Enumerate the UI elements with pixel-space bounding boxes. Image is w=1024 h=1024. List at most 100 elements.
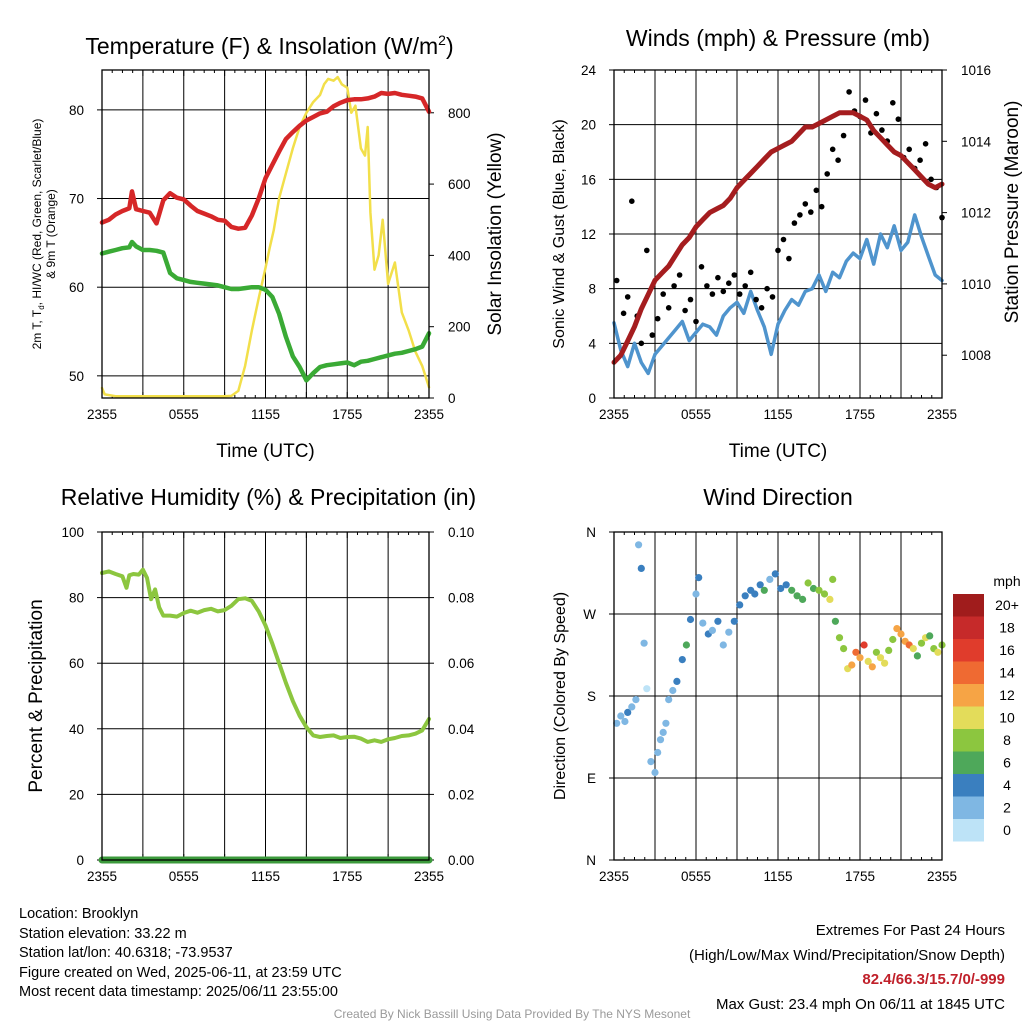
gust-point [753, 296, 759, 303]
x-tick-label-2-2: 1155 [251, 869, 280, 884]
legend-label-8: 4 [1003, 777, 1011, 793]
y2-tick-label-1-4: 1016 [961, 63, 991, 78]
y-tick-label-1-3: 12 [581, 227, 596, 242]
gust-point [660, 291, 666, 297]
y-axis-label-winds: Sonic Wind & Gust (Blue, Black) [551, 119, 568, 348]
gust-point [731, 272, 738, 278]
x-tick-label-1-3: 1755 [845, 407, 875, 422]
x-tick-label-3-2: 1155 [763, 869, 792, 884]
x-tick-label-3-3: 1755 [845, 869, 875, 884]
y-tick-label-2-3: 60 [69, 656, 84, 671]
direction-point [730, 617, 738, 625]
series-dewpoint [99, 239, 432, 383]
legend-label-7: 6 [1003, 755, 1011, 771]
gust-point [895, 116, 902, 122]
y-tick-label-0-3: 80 [69, 103, 84, 118]
y2-axis-label-pressure: Station Pressure (Maroon) [1002, 101, 1023, 324]
y2-tick-label-0-4: 800 [448, 106, 471, 121]
legend-swatch [953, 684, 984, 707]
svg-text:& 9m T (Orange): & 9m T (Orange) [44, 189, 58, 279]
max-gust: Max Gust: 23.4 mph On 06/11 at 1845 UTC [715, 995, 1005, 1013]
gust-point [808, 209, 814, 215]
gust-point [824, 171, 830, 177]
legend-swatch [953, 774, 984, 797]
station-latlon: Station lat/lon: 40.6318; -73.9537 [19, 945, 233, 961]
recent-timestamp: Most recent data timestamp: 2025/06/11 2… [19, 984, 338, 1000]
direction-point [643, 685, 651, 693]
direction-point [782, 581, 790, 589]
gust-point [715, 274, 721, 281]
gust-point [879, 127, 885, 133]
direction-point [876, 654, 885, 662]
series-humidity [100, 567, 431, 744]
gust-point [682, 307, 688, 314]
gust-point [906, 146, 912, 153]
y-tick-label-0-1: 60 [69, 280, 84, 295]
direction-point [913, 652, 922, 660]
series-sonic-wind [612, 213, 944, 376]
gust-point [775, 247, 781, 254]
y2-tick-label-2-0: 0.00 [448, 853, 474, 868]
gust-point [922, 141, 929, 147]
y-tick-label-1-5: 20 [581, 118, 596, 133]
gust-point [704, 283, 710, 289]
x-tick-label-3-4: 2355 [927, 869, 957, 884]
legend-label-5: 10 [999, 710, 1015, 726]
y2-tick-label-1-3: 1014 [961, 134, 992, 149]
direction-point [613, 719, 621, 727]
direction-point [736, 601, 744, 609]
direction-point [856, 654, 864, 662]
gust-point [829, 146, 836, 153]
direction-point [624, 708, 632, 717]
gust-point [654, 315, 661, 322]
direction-point [909, 645, 917, 653]
x-tick-label-1-1: 0555 [681, 407, 711, 422]
direction-point [829, 575, 837, 584]
direction-point [651, 768, 659, 777]
x-tick-label-3-1: 0555 [681, 869, 711, 884]
x-tick-label-0-2: 1155 [251, 407, 280, 422]
legend-swatch [953, 616, 984, 639]
gust-point [687, 296, 694, 303]
direction-point [820, 590, 829, 598]
direction-point [840, 645, 848, 653]
direction-point [893, 625, 901, 633]
x-tick-label-2-3: 1755 [332, 869, 362, 884]
gust-point [917, 157, 923, 163]
x-tick-label-1-2: 1155 [763, 407, 792, 422]
direction-point [669, 686, 677, 695]
direction-point [640, 639, 648, 647]
direction-point [860, 641, 868, 649]
direction-point [673, 677, 681, 686]
legend-swatch [953, 819, 984, 842]
gust-point [698, 264, 705, 270]
chart-title-humidity: Relative Humidity (%) & Precipitation (i… [61, 484, 476, 510]
svg-text:2m T, Td, HI/WC (Red, Green, S: 2m T, Td, HI/WC (Red, Green, Scarlet/Blu… [30, 119, 46, 350]
y-tick-label-0-0: 50 [69, 369, 84, 384]
gust-point [620, 310, 627, 317]
gust-point [671, 283, 677, 289]
legend-title: mph [993, 573, 1020, 589]
y-tick-label-1-4: 16 [581, 172, 596, 187]
extremes-legend: (High/Low/Max Wind/Precipitation/Snow De… [689, 946, 1005, 964]
direction-point [868, 663, 876, 671]
gust-point [791, 220, 798, 226]
direction-point [889, 635, 897, 644]
gust-point [769, 294, 776, 300]
gust-point [818, 203, 825, 210]
direction-point [686, 615, 695, 624]
legend-swatch [953, 661, 984, 684]
gust-point [835, 157, 841, 163]
plot-frame [101, 531, 430, 861]
direction-point [835, 634, 844, 642]
y-tick-label-0-2: 70 [69, 192, 84, 207]
legend-label-1: 18 [999, 620, 1015, 636]
y-tick-label-2-1: 20 [69, 787, 84, 802]
chart-title-winds: Winds (mph) & Pressure (mb) [626, 25, 930, 51]
y-tick-label-3-2: S [587, 689, 596, 704]
extremes-title: Extremes For Past 24 Hours [815, 922, 1005, 939]
gust-point [624, 294, 631, 300]
gust-point [862, 97, 869, 103]
legend-label-10: 0 [1003, 822, 1011, 838]
y2-tick-label-0-0: 0 [448, 391, 456, 406]
